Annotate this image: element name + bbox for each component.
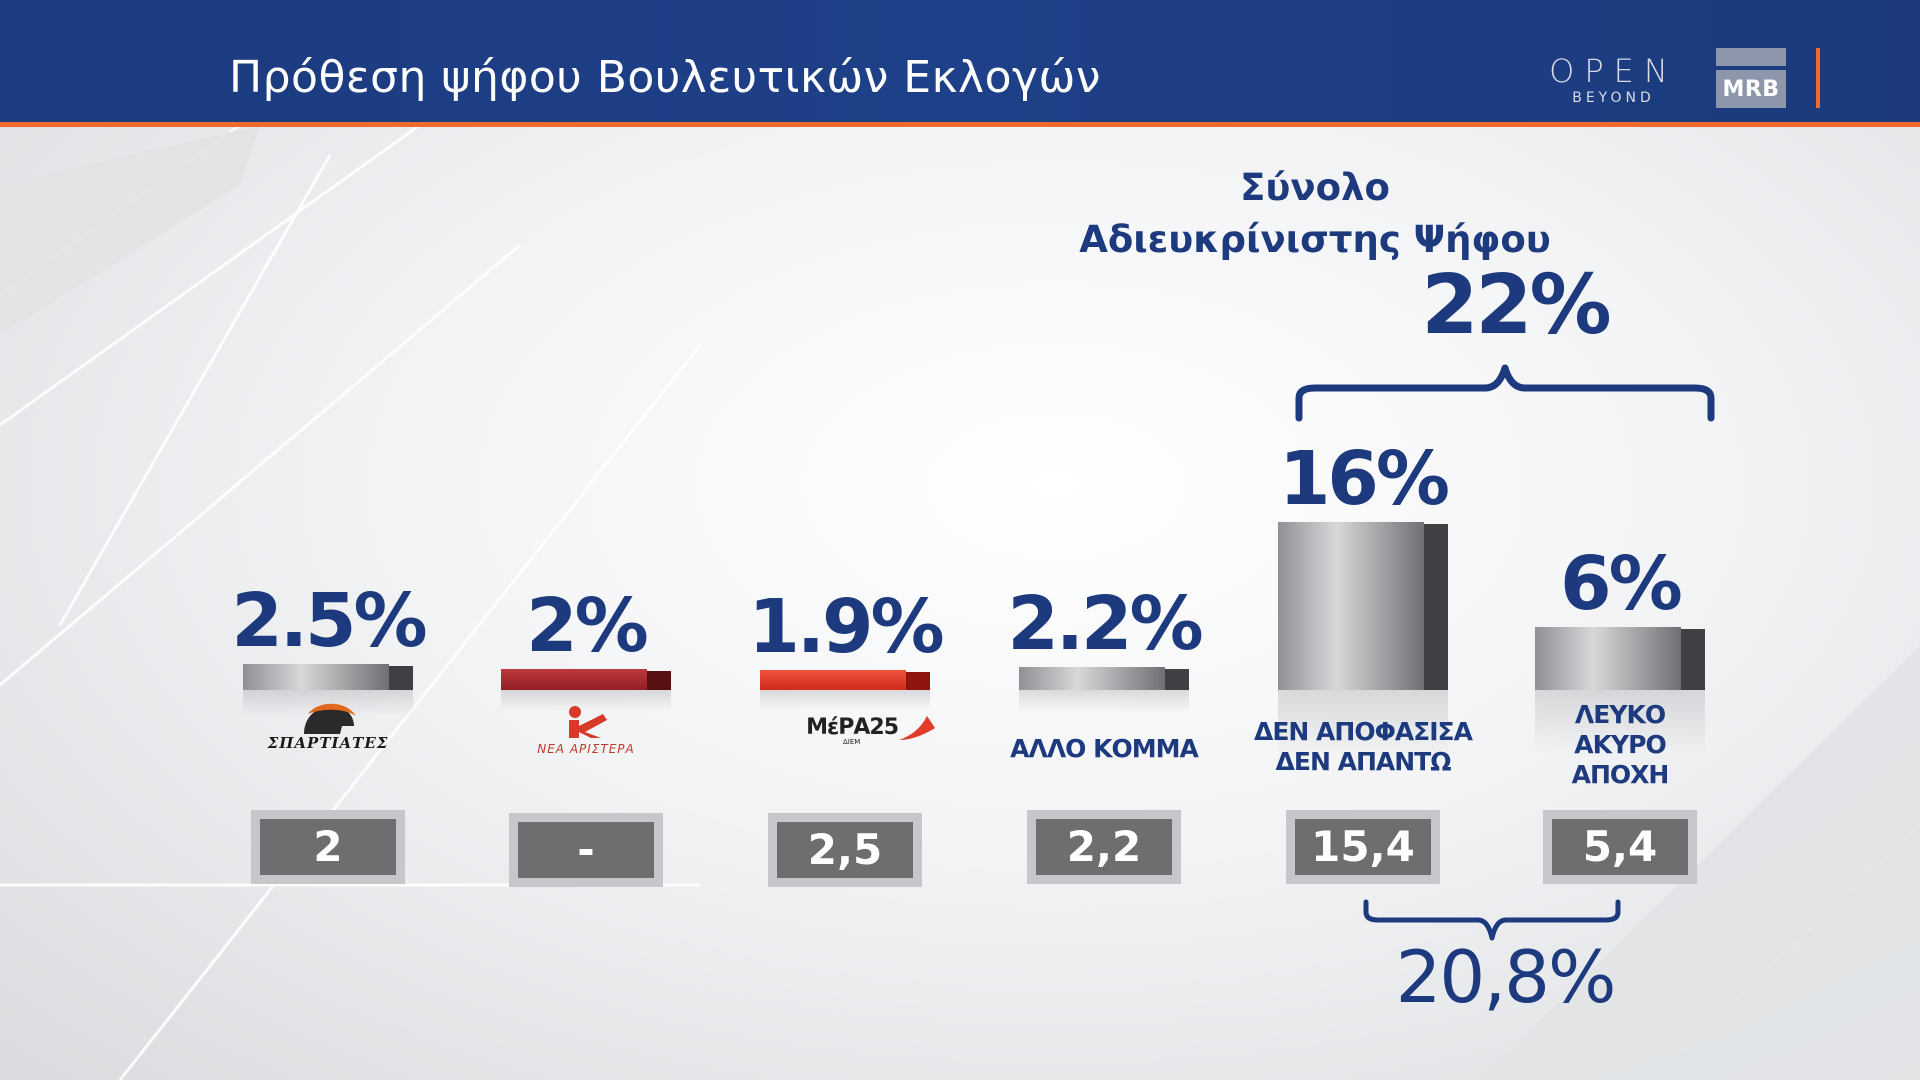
open-logo-text: OPEN [1549,52,1678,90]
previous-value-box: 2,5 [777,822,913,878]
summary-brace [1295,364,1715,422]
previous-total-value: 20,8% [1395,935,1617,1019]
bar-side [389,665,413,690]
category-label: ΛΕΥΚΟ ΑΚΥΡΟ ΑΠΟΧΗ [1495,700,1745,790]
bar-side [906,672,930,690]
mera25-logo-subtext: ΔΙΕΜ [843,738,861,746]
bar-side [1424,524,1448,690]
nea-aristera-logo-text: ΝΕΑ ΑΡΙΣΤΕΡΑ [537,742,635,756]
bar-side [1681,629,1705,690]
mrb-logo-text: MRB [1716,70,1786,108]
bar-value-label: 2% [526,583,649,669]
bar [1278,522,1424,690]
bar-value-label: 2.2% [1007,580,1203,667]
spartiates-logo-text: ΣΠΑΡΤΙΑΤΕΣ [267,734,389,752]
bar-value-label: 6% [1560,541,1683,627]
bar-value-label: 2.5% [231,577,427,664]
category-label-line: ΑΛΛΟ ΚΟΜΜΑ [1010,734,1199,763]
bar [1535,627,1681,690]
header-accent-line [1816,48,1820,108]
bar-reflection [501,690,671,711]
mera25-arrow-icon [899,716,935,740]
open-logo-subtext: BEYOND [1572,90,1655,106]
mrb-logo: MRB [1716,48,1786,108]
previous-value-box: 2 [260,819,396,875]
bar [760,670,906,690]
summary-title-line: Αδιευκρίνιστης Ψήφου [1079,218,1551,261]
page-title: Πρόθεση ψήφου Βουλευτικών Εκλογών [229,52,1101,103]
previous-total-brace [1363,899,1621,941]
bar-reflection [1535,690,1705,753]
mera25-logo-text: ΜέΡΑ25 [806,715,899,740]
previous-value-box: 15,4 [1295,819,1431,875]
bar-side [1165,668,1189,690]
bar [243,663,389,690]
category-label-line: ΔΕΝ ΑΠΟΦΑΣΙΣΑ [1254,717,1473,746]
summary-title: Σύνολο Αδιευκρίνιστης Ψήφου [895,162,1735,266]
bar-value-label: 1.9% [748,584,944,671]
bar-side [647,671,671,690]
bar [1019,666,1165,690]
nea-aristera-logo-icon [569,706,607,738]
summary-title-line: Σύνολο [1240,166,1390,209]
previous-value-box: - [518,822,654,878]
mrb-logo-bar [1716,48,1786,66]
bar-reflection [760,690,930,710]
previous-value-box: 5,4 [1552,819,1688,875]
previous-value-box: 2,2 [1036,819,1172,875]
category-label-line: ΑΚΥΡΟ [1574,730,1666,759]
category-label-line: ΔΕΝ ΑΠΑΝΤΩ [1275,747,1452,776]
bar-value-label: 16% [1278,436,1450,522]
category-label-line: ΛΕΥΚΟ [1574,700,1666,729]
category-label: ΑΛΛΟ ΚΟΜΜΑ [979,734,1229,764]
category-label: ΔΕΝ ΑΠΟΦΑΣΙΣΑ ΔΕΝ ΑΠΑΝΤΩ [1238,717,1488,777]
bar-reflection [1019,690,1189,714]
header-bar: Πρόθεση ψήφου Βουλευτικών Εκλογών OPEN B… [0,0,1920,127]
summary-total-value: 22% [1421,258,1611,353]
background-decoration [0,125,1920,1080]
spartan-helmet-icon [304,703,356,734]
open-beyond-logo: OPEN BEYOND [1546,52,1681,112]
category-label-line: ΑΠΟΧΗ [1571,760,1670,789]
bar [501,669,647,690]
bar-reflection [1278,690,1448,760]
